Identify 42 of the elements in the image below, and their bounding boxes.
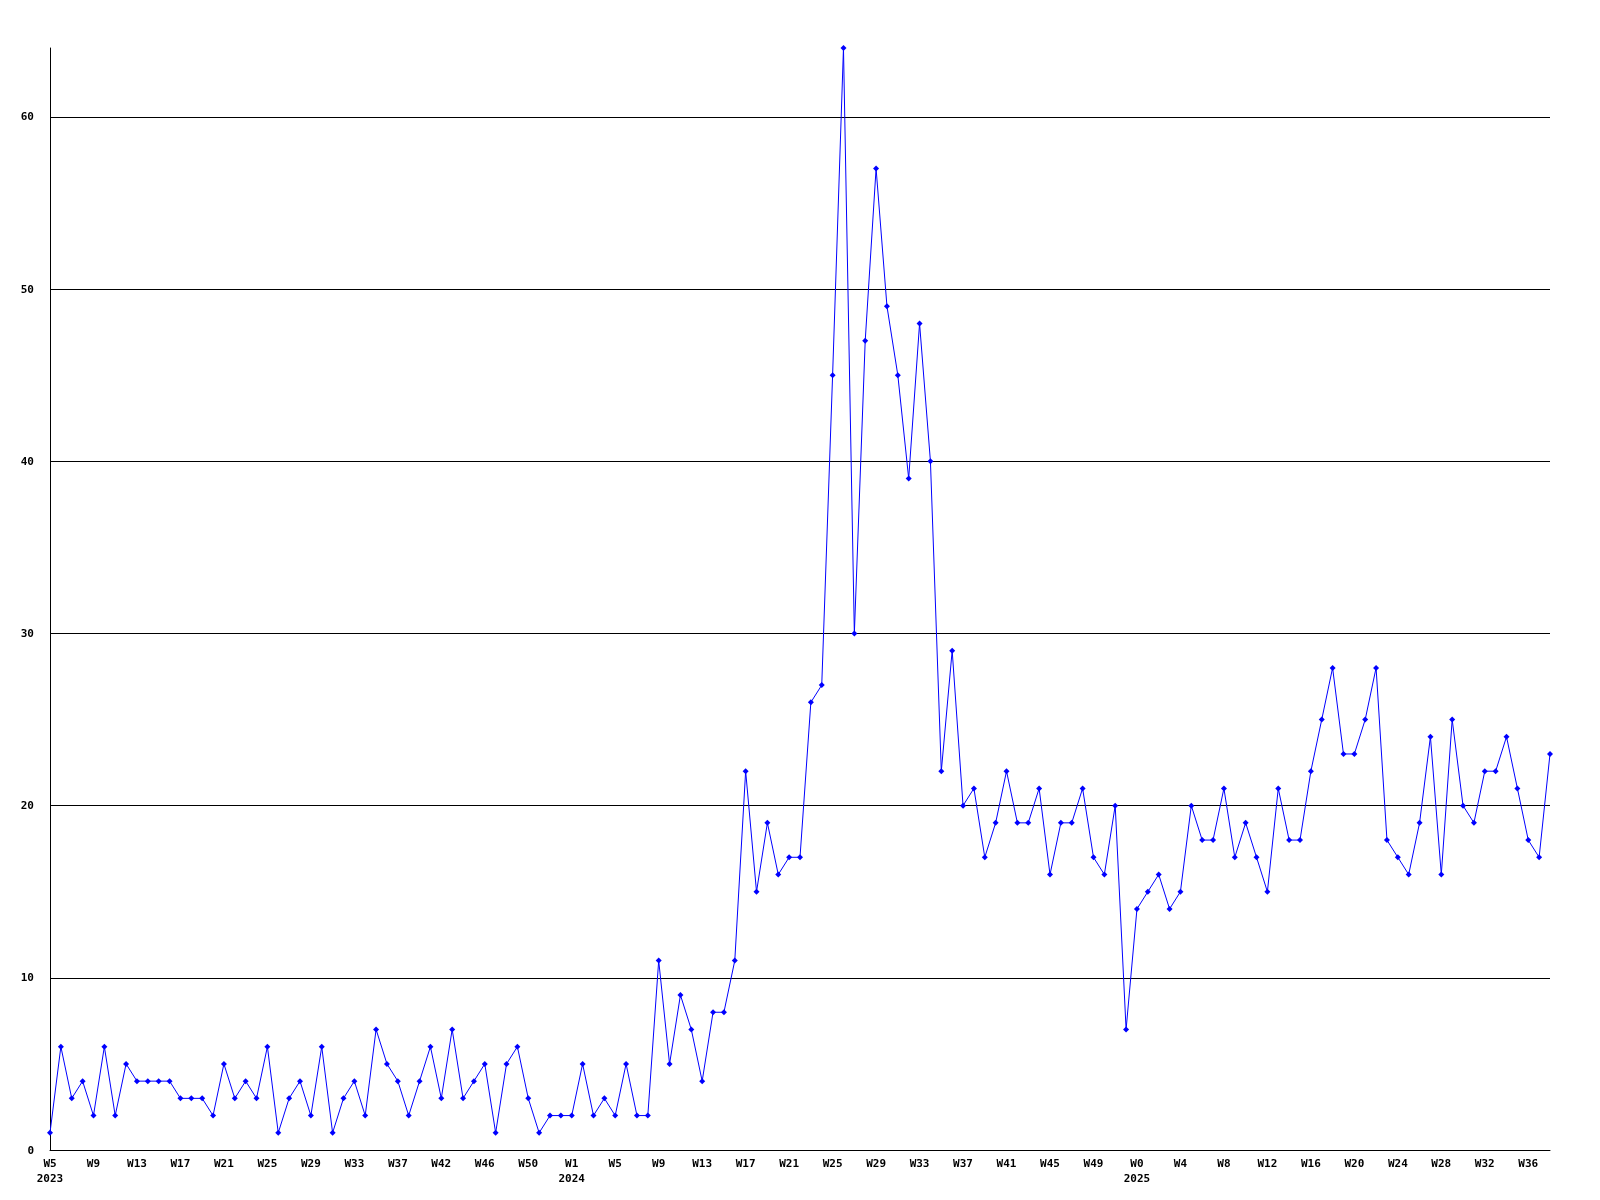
y-tick-label: 20 — [20, 799, 34, 813]
y-tick-label: 40 — [20, 454, 34, 468]
x-tick-label: W9 — [86, 1157, 101, 1170]
x-tick-label: W42 — [431, 1157, 452, 1170]
x-tick-label: W32 — [1474, 1157, 1495, 1170]
x-tick-label: W46 — [474, 1157, 496, 1170]
x-tick-label: W25 — [257, 1157, 278, 1170]
x-tick-label: W25 — [822, 1157, 843, 1170]
x-tick-label: W21 — [779, 1157, 800, 1170]
x-tick-label: W50 — [518, 1157, 539, 1170]
y-tick-label: 10 — [20, 971, 34, 985]
x-tick-label: W45 — [1040, 1157, 1060, 1170]
x-tick-label: W17 — [735, 1157, 756, 1170]
x-tick-label: W5 2023 — [36, 1157, 64, 1185]
x-tick-label: W4 — [1173, 1157, 1188, 1170]
x-tick-label: W28 — [1431, 1157, 1452, 1170]
x-tick-label: W37 — [387, 1157, 408, 1170]
y-tick-label: 0 — [27, 1143, 34, 1157]
x-tick-label: W13 — [692, 1157, 713, 1170]
x-tick-label: W9 — [652, 1157, 666, 1170]
x-tick-label: W0 2025 — [1123, 1157, 1151, 1185]
x-tick-label: W5 — [608, 1157, 622, 1170]
x-tick-label: W21 — [213, 1157, 235, 1170]
y-tick-label: 60 — [20, 110, 34, 124]
x-tick-label: W49 — [1083, 1157, 1104, 1170]
x-tick-label: W13 — [127, 1157, 147, 1170]
x-tick-label: W24 — [1387, 1157, 1409, 1170]
y-tick-label: 30 — [20, 626, 34, 640]
x-tick-label: W1 2024 — [558, 1157, 586, 1185]
x-tick-label: W16 — [1300, 1157, 1322, 1170]
x-tick-label: W37 — [953, 1157, 973, 1170]
x-tick-label: W41 — [996, 1157, 1017, 1170]
y-tick-label: 50 — [20, 282, 34, 296]
x-tick-label: W8 — [1217, 1157, 1231, 1170]
x-tick-label: W20 — [1344, 1157, 1365, 1170]
x-tick-label: W33 — [909, 1157, 930, 1170]
x-tick-label: W17 — [170, 1157, 191, 1170]
x-tick-label: W12 — [1257, 1157, 1278, 1170]
x-tick-label: W36 — [1518, 1157, 1539, 1170]
x-tick-label: W29 — [866, 1157, 887, 1170]
x-tick-label: W33 — [344, 1157, 365, 1170]
x-tick-label: W29 — [300, 1157, 321, 1170]
